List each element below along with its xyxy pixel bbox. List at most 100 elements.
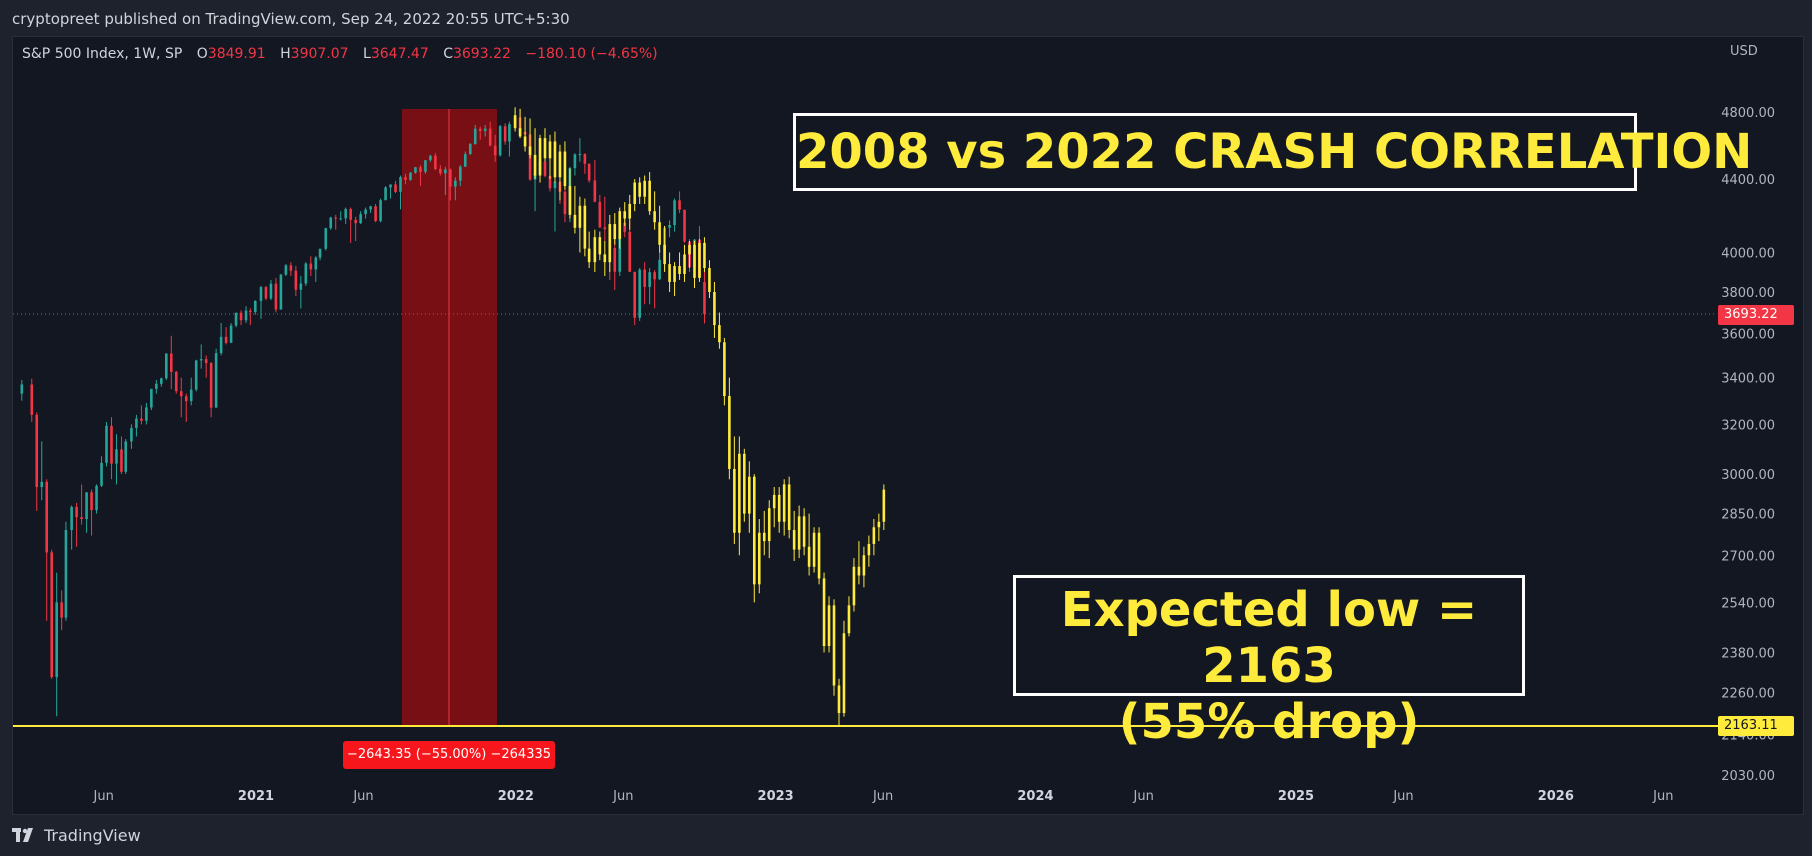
projection-bar bbox=[587, 231, 591, 269]
candle bbox=[160, 377, 163, 387]
projection-bar bbox=[748, 461, 751, 533]
published-header: cryptopreet published on TradingView.com… bbox=[0, 0, 1812, 36]
y-tick-label: 2700.00 bbox=[1721, 549, 1775, 564]
currency-label: USD bbox=[1730, 44, 1758, 59]
candle-body bbox=[553, 141, 557, 178]
candle-body bbox=[782, 484, 786, 522]
candle-body bbox=[708, 268, 711, 292]
ohlc-legend: S&P 500 Index, 1W, SP O3849.91 H3907.07 … bbox=[22, 46, 658, 62]
candle-body bbox=[787, 484, 791, 531]
candle-body bbox=[718, 325, 721, 343]
candle bbox=[294, 266, 298, 297]
candle-body bbox=[673, 266, 676, 282]
candle-body bbox=[60, 602, 63, 618]
candle bbox=[40, 441, 44, 501]
expected-low-annotation[interactable]: Expected low = 2163 (55% drop) bbox=[1013, 575, 1525, 750]
candle-body bbox=[40, 481, 44, 488]
candle bbox=[673, 198, 676, 232]
candle bbox=[314, 256, 318, 282]
candle-body bbox=[120, 449, 123, 472]
candle-body bbox=[643, 180, 646, 197]
candle-body bbox=[404, 177, 407, 180]
candle-body bbox=[269, 283, 273, 299]
candle bbox=[349, 207, 352, 243]
candle bbox=[120, 436, 123, 475]
projection-bar bbox=[573, 186, 577, 234]
candle bbox=[653, 269, 656, 309]
candle-body bbox=[777, 494, 781, 522]
candle-body bbox=[264, 287, 268, 299]
candle bbox=[95, 484, 98, 514]
y-tick-label: 4400.00 bbox=[1721, 173, 1775, 188]
candle bbox=[359, 211, 362, 225]
candle bbox=[130, 424, 133, 449]
candle-body bbox=[613, 224, 617, 240]
candle-body bbox=[583, 205, 587, 249]
open-value: 3849.91 bbox=[207, 46, 266, 62]
projection-bar bbox=[553, 131, 557, 183]
candle-body bbox=[468, 143, 472, 155]
candle-body bbox=[752, 476, 756, 585]
projection-bar bbox=[767, 500, 771, 559]
projection-bar bbox=[673, 262, 676, 297]
title-annotation[interactable]: 2008 vs 2022 CRASH CORRELATION bbox=[793, 113, 1752, 191]
projection-bar bbox=[693, 240, 696, 288]
projection-bar bbox=[538, 134, 542, 183]
candle-body bbox=[64, 530, 68, 618]
y-tick-label: 3000.00 bbox=[1721, 468, 1775, 483]
candle-body bbox=[259, 287, 263, 301]
projection-bar bbox=[643, 175, 646, 204]
candle-body bbox=[653, 272, 656, 280]
projection-bar bbox=[663, 225, 666, 272]
projection-bar bbox=[628, 194, 632, 230]
candle bbox=[334, 214, 338, 230]
candle bbox=[55, 572, 58, 717]
symbol-label[interactable]: S&P 500 Index, 1W, SP bbox=[22, 46, 183, 62]
projection-bar bbox=[558, 144, 562, 201]
candle bbox=[603, 196, 607, 241]
expected-low-text: Expected low = 2163 bbox=[1060, 582, 1478, 694]
projection-bar bbox=[548, 134, 552, 180]
projection-bar bbox=[817, 527, 821, 585]
candle bbox=[414, 166, 417, 174]
projection-bar bbox=[703, 237, 706, 272]
candle-body bbox=[663, 244, 666, 265]
candle-body bbox=[553, 181, 557, 189]
candle-body bbox=[379, 200, 382, 222]
time-axis[interactable]: Jun 2021 Jun 2022 Jun 2023 Jun 2024 Jun 2025 Jun 20… bbox=[93, 789, 1674, 804]
footer: TradingView bbox=[12, 823, 141, 847]
candle bbox=[463, 151, 467, 167]
candle-body bbox=[169, 353, 173, 372]
change-value: −180.10 (−4.65%) bbox=[525, 46, 658, 62]
candle-body bbox=[713, 291, 716, 326]
candle-body bbox=[309, 263, 313, 270]
candle-body bbox=[35, 414, 39, 488]
candle bbox=[573, 153, 577, 176]
candle bbox=[229, 323, 233, 343]
candle-body bbox=[792, 530, 796, 550]
y-tick-label: 2030.00 bbox=[1721, 769, 1775, 784]
candle bbox=[80, 484, 83, 525]
candle-body bbox=[618, 211, 622, 240]
y-tick-label: 3800.00 bbox=[1721, 286, 1775, 301]
candle-body bbox=[234, 312, 238, 326]
candle-body bbox=[767, 508, 771, 542]
price-axis[interactable]: 4800.00 4400.00 4000.00 3800.00 3600.00 3400.… bbox=[1721, 106, 1775, 784]
projection-bar bbox=[847, 596, 851, 637]
candle-body bbox=[587, 163, 591, 181]
candle-body bbox=[587, 248, 591, 263]
candle bbox=[174, 370, 178, 394]
projection-bar bbox=[648, 172, 651, 215]
candle-body bbox=[538, 138, 542, 176]
candle-body bbox=[698, 242, 701, 278]
candle-body bbox=[857, 566, 861, 576]
x-tick-label: 2024 bbox=[1017, 789, 1053, 804]
candle-body bbox=[294, 270, 298, 290]
candle-body bbox=[478, 128, 482, 132]
candle-body bbox=[583, 154, 587, 164]
candle bbox=[638, 268, 641, 321]
projection-bar bbox=[678, 252, 681, 280]
candle-body bbox=[578, 154, 582, 156]
projection-bar bbox=[757, 519, 761, 594]
